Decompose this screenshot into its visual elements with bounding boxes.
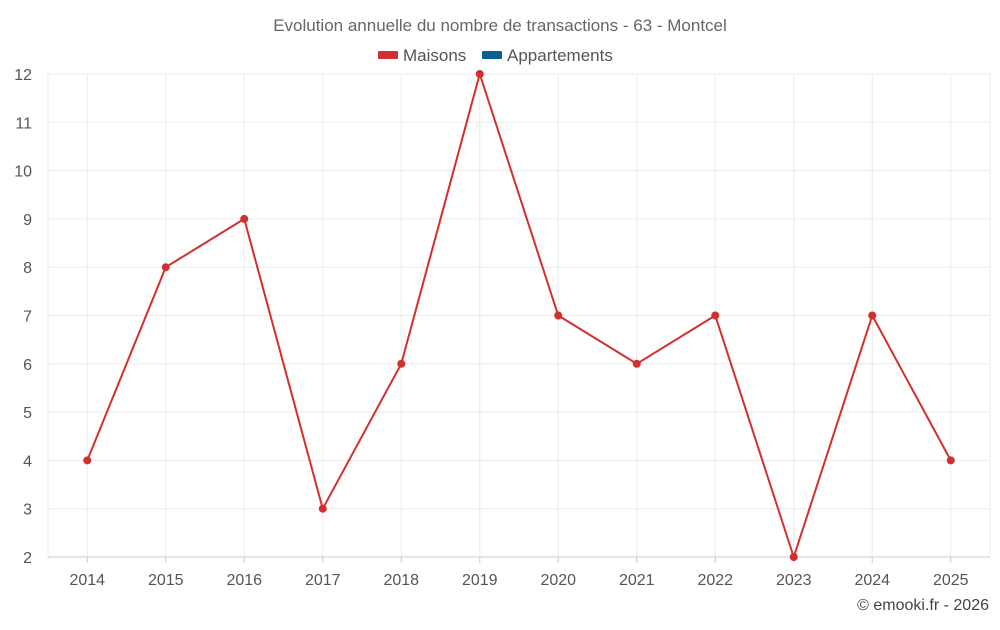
y-tick-label: 5 <box>23 405 32 422</box>
x-tick-label: 2020 <box>540 572 576 589</box>
legend-item-appartements[interactable]: Appartements <box>482 46 613 65</box>
data-point-maisons-2017[interactable] <box>318 504 327 513</box>
x-tick-label: 2017 <box>305 572 341 589</box>
data-point-maisons-2014[interactable] <box>83 456 92 465</box>
data-point-maisons-2024[interactable] <box>868 311 877 320</box>
x-tick-label: 2024 <box>854 572 890 589</box>
x-tick-label: 2023 <box>776 572 812 589</box>
data-point-maisons-2018[interactable] <box>397 359 406 368</box>
series-line-maisons <box>86 73 952 558</box>
y-tick-label: 9 <box>23 212 32 229</box>
legend-label-appartements: Appartements <box>507 46 613 65</box>
data-point-maisons-2015[interactable] <box>161 263 170 272</box>
x-tick-label: 2019 <box>462 572 498 589</box>
data-point-maisons-2025[interactable] <box>946 456 955 465</box>
data-point-maisons-2020[interactable] <box>554 311 563 320</box>
x-tick-label: 2025 <box>933 572 969 589</box>
y-tick-label: 6 <box>23 357 32 374</box>
x-tick-label: 2016 <box>226 572 262 589</box>
chart-title: Evolution annuelle du nombre de transact… <box>273 16 727 35</box>
y-tick-label: 2 <box>23 550 32 567</box>
x-tick-label: 2014 <box>69 572 105 589</box>
y-tick-label: 3 <box>23 502 32 519</box>
y-tick-label: 10 <box>14 164 32 181</box>
y-tick-label: 8 <box>23 260 32 277</box>
legend-swatch-appartements <box>482 51 502 59</box>
x-tick-label: 2018 <box>383 572 419 589</box>
x-tick-label: 2015 <box>148 572 184 589</box>
credit-text: © emooki.fr - 2026 <box>857 597 989 614</box>
axes: 2 3 4 5 6 7 8 9 10 11 12 2014 2015 2016 2017 2018 2019 20… <box>14 67 990 589</box>
legend-swatch-maisons <box>378 51 398 59</box>
data-point-maisons-2021[interactable] <box>632 359 641 368</box>
data-point-maisons-2022[interactable] <box>711 311 720 320</box>
data-point-maisons-2023[interactable] <box>789 553 798 561</box>
x-tick-label: 2022 <box>697 572 733 589</box>
y-tick-label: 12 <box>14 67 32 84</box>
series-layer <box>83 70 955 561</box>
legend-label-maisons: Maisons <box>403 46 466 65</box>
data-point-maisons-2016[interactable] <box>240 214 249 223</box>
legend: Maisons Appartements <box>378 46 613 65</box>
y-tick-label: 4 <box>23 453 32 470</box>
y-tick-label: 11 <box>15 115 32 132</box>
legend-item-maisons[interactable]: Maisons <box>378 46 466 65</box>
data-point-maisons-2019[interactable] <box>475 70 484 78</box>
x-tick-label: 2021 <box>619 572 655 589</box>
grid <box>47 73 991 557</box>
y-tick-label: 7 <box>23 309 32 326</box>
